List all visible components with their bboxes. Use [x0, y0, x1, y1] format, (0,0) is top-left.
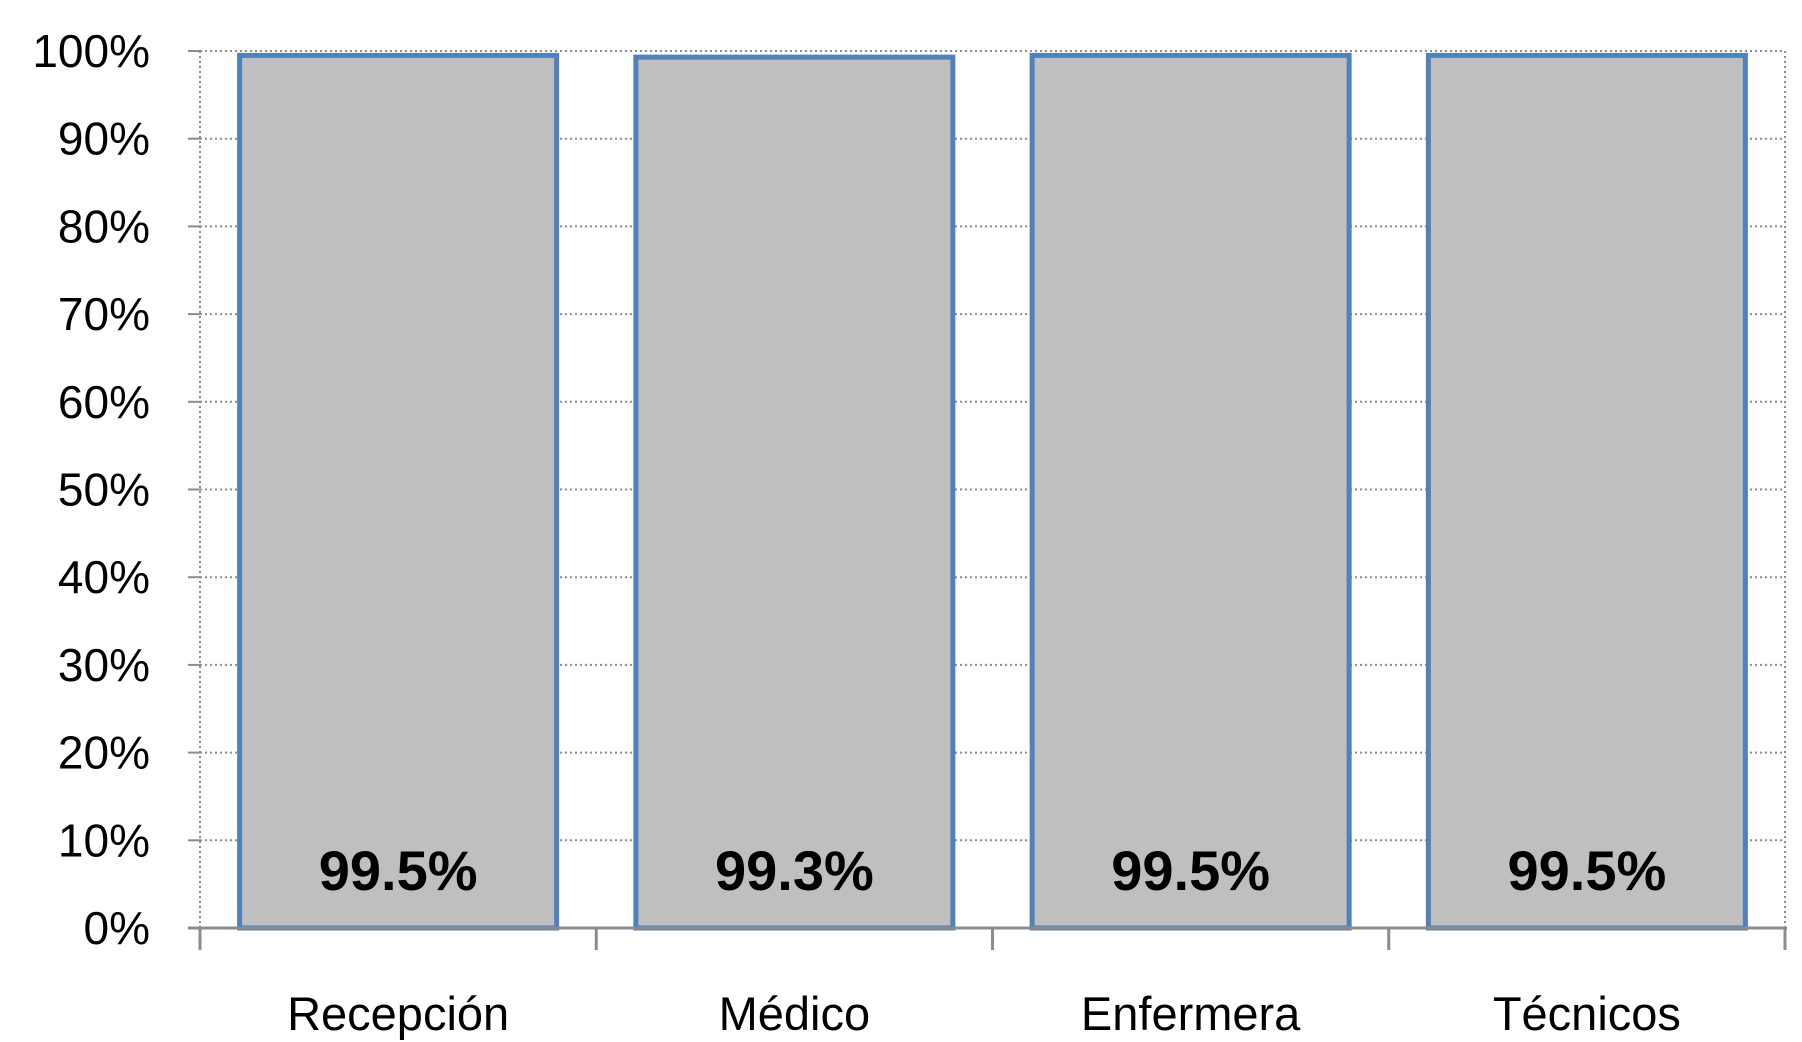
data-label: 99.5% [319, 839, 478, 902]
data-label: 99.3% [715, 839, 874, 902]
y-tick-label: 10% [58, 814, 150, 866]
x-category-label: Médico [719, 987, 871, 1040]
y-tick-label: 60% [58, 376, 150, 428]
x-category-label: Técnicos [1493, 987, 1681, 1040]
data-label: 99.5% [1111, 839, 1270, 902]
y-tick-label: 20% [58, 727, 150, 779]
labels: 0% 10% 20% 30% 40% 50% 60% 70% 80% 90% 100% 99.5% Re… [32, 25, 1681, 1040]
y-tick-label: 40% [58, 551, 150, 603]
data-label: 99.5% [1507, 839, 1666, 902]
x-category-label: Recepción [287, 987, 509, 1040]
bar-recepción [237, 52, 560, 931]
bar-enfermera [1029, 52, 1352, 931]
x-category-label: Enfermera [1081, 987, 1301, 1040]
bars [237, 52, 1748, 931]
y-tick-label: 70% [58, 288, 150, 340]
y-tick-label: 100% [32, 25, 150, 77]
y-tick-label: 50% [58, 464, 150, 516]
y-tick-label: 30% [58, 639, 150, 691]
y-tick-label: 80% [58, 200, 150, 252]
y-tick-label: 90% [58, 113, 150, 165]
y-tick-label: 0% [84, 902, 150, 954]
bar-técnicos [1425, 52, 1748, 931]
axes [188, 50, 1787, 950]
bar-médico [633, 54, 956, 931]
